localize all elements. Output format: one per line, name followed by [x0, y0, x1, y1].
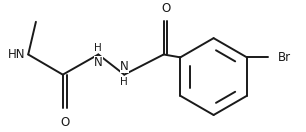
Text: O: O [161, 2, 170, 15]
Text: HN: HN [8, 48, 25, 61]
Text: N: N [120, 60, 129, 73]
Text: O: O [60, 116, 69, 129]
Text: H: H [120, 77, 128, 87]
Text: Br: Br [278, 51, 291, 64]
Text: N: N [94, 56, 103, 69]
Text: H: H [95, 43, 102, 53]
